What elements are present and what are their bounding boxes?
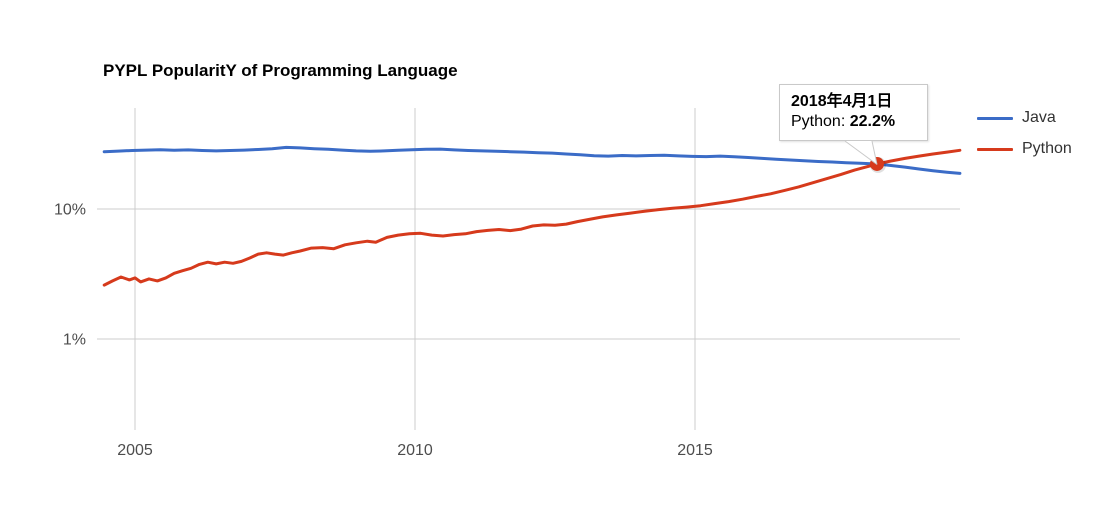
legend-label-python: Python xyxy=(1022,140,1072,157)
chart-title: PYPL PopularitY of Programming Language xyxy=(103,61,458,80)
tooltip-date: 2018年4月1日 xyxy=(791,93,893,110)
tooltip: 2018年4月1日 Python: 22.2% xyxy=(779,84,928,165)
tooltip-callout-pointer xyxy=(844,140,878,165)
x-axis-label-2005: 2005 xyxy=(117,442,153,459)
java-line-swatch xyxy=(977,116,1013,120)
series-line-python[interactable] xyxy=(102,148,962,287)
x-axis-label-2015: 2015 xyxy=(677,442,713,459)
legend-item-python: Python xyxy=(977,139,1072,159)
y-axis-label-1%: 1% xyxy=(63,332,86,349)
tooltip-value: 22.2% xyxy=(849,113,896,130)
tooltip-series-label: Python: xyxy=(791,113,850,130)
legend-label-java: Java xyxy=(1022,109,1056,126)
x-axis-label-2010: 2010 xyxy=(397,442,433,459)
legend: Java Python xyxy=(977,108,1072,170)
python-line-swatch xyxy=(977,147,1013,151)
tooltip-series-value: Python: 22.2% xyxy=(791,112,916,132)
legend-item-java: Java xyxy=(977,108,1072,128)
y-axis-label-10%: 10% xyxy=(54,202,86,219)
series-line-java[interactable] xyxy=(102,145,962,175)
